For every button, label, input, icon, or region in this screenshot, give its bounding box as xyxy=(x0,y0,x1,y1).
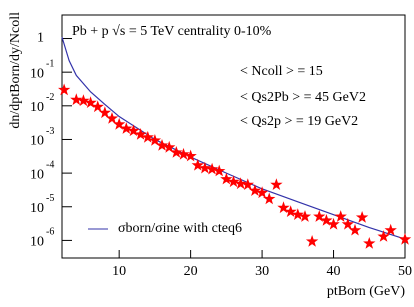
data-point xyxy=(120,122,133,134)
x-tick-label: 50 xyxy=(398,264,412,279)
data-point xyxy=(284,205,297,217)
y-tick-exponent: -5 xyxy=(46,193,54,204)
y-tick-label: 10 xyxy=(30,201,44,216)
data-point xyxy=(105,112,119,124)
y-tick-label: 1 xyxy=(37,31,44,46)
annotation: < Qs2Pb > = 45 GeV2 xyxy=(240,90,366,105)
legend-label: σborn/σine with cteq6 xyxy=(118,221,242,236)
y-tick-label: 10 xyxy=(30,100,44,115)
x-tick-label: 30 xyxy=(255,264,269,279)
data-point xyxy=(355,211,369,223)
chart-title: Pb + p √s = 5 TeV centrality 0-10% xyxy=(72,24,272,39)
annotation: < Ncoll > = 15 xyxy=(240,64,323,79)
x-tick-label: 40 xyxy=(327,264,341,279)
data-point xyxy=(348,223,362,236)
y-tick-exponent: -4 xyxy=(46,159,54,170)
data-point xyxy=(184,149,197,162)
data-point xyxy=(170,146,183,158)
data-point xyxy=(255,186,269,199)
data-point xyxy=(398,232,412,245)
data-point xyxy=(134,128,147,140)
data-point xyxy=(98,106,112,119)
data-point xyxy=(220,172,233,185)
y-tick-exponent: -3 xyxy=(46,126,54,137)
data-point xyxy=(363,237,376,249)
data-point xyxy=(248,184,262,196)
line xyxy=(61,36,406,240)
data-point xyxy=(198,161,212,174)
data-point xyxy=(58,83,71,96)
plot-frame xyxy=(61,14,406,259)
y-tick-label: 10 xyxy=(30,235,44,250)
data-point xyxy=(298,210,312,222)
data-point xyxy=(320,214,333,226)
data-point xyxy=(384,223,397,236)
data-point xyxy=(213,164,226,177)
data-point xyxy=(127,124,140,137)
data-point xyxy=(205,162,219,175)
data-point xyxy=(277,201,290,214)
data-point xyxy=(305,235,319,247)
data-point xyxy=(263,192,276,205)
data-point xyxy=(341,217,354,230)
data-point xyxy=(191,158,204,171)
data-point xyxy=(148,134,162,146)
data-point xyxy=(270,178,283,190)
data-point xyxy=(177,147,190,160)
x-tick-label: 10 xyxy=(112,264,126,279)
data-point xyxy=(241,178,254,190)
data-point xyxy=(70,93,83,106)
data-point xyxy=(141,130,154,143)
y-tick-label: 10 xyxy=(30,66,44,81)
data-point xyxy=(227,175,240,188)
data-point xyxy=(327,217,340,230)
y-tick-exponent: -2 xyxy=(46,92,54,103)
data-point xyxy=(291,208,304,220)
y-tick-exponent: -1 xyxy=(46,58,54,69)
annotation: < Qs2p > = 19 GeV2 xyxy=(240,114,358,129)
x-axis-label: ptBorn (GeV) xyxy=(327,284,405,299)
y-axis-label: dn/dptBorn/dy/Ncoll xyxy=(8,12,23,129)
data-point xyxy=(113,117,126,130)
data-point xyxy=(77,94,90,107)
data-point xyxy=(155,139,169,151)
y-tick-label: 10 xyxy=(30,134,44,149)
y-tick-label: 10 xyxy=(30,167,44,182)
y-tick-exponent: -6 xyxy=(46,227,54,238)
data-point xyxy=(313,210,326,222)
data-point xyxy=(334,210,347,222)
data-point xyxy=(84,96,97,108)
data-point xyxy=(91,100,104,113)
x-tick-label: 20 xyxy=(184,264,198,279)
data-point xyxy=(377,230,390,242)
data-point xyxy=(163,140,176,153)
data-point xyxy=(234,177,247,190)
